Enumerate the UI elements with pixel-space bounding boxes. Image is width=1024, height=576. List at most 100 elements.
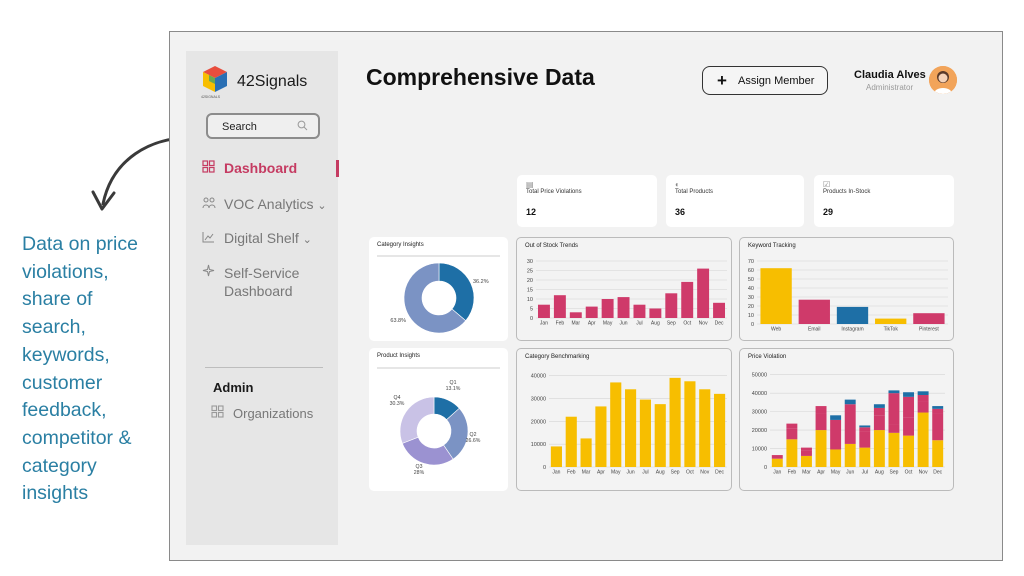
x-tick-label: Instagram bbox=[841, 327, 863, 333]
y-tick-label: 30 bbox=[748, 295, 754, 301]
kpi-label: Products In-Stock bbox=[823, 189, 871, 195]
sidebar-item-digital-shelf[interactable]: Digital Shelf ⌄ bbox=[202, 230, 312, 246]
y-tick-label: 0 bbox=[530, 316, 533, 322]
x-tick-label: Email bbox=[808, 327, 821, 333]
bar-segment bbox=[830, 415, 842, 420]
slice-label: 63.8% bbox=[390, 318, 406, 324]
y-tick-label: 30000 bbox=[531, 396, 546, 402]
x-tick-label: Jul bbox=[636, 321, 642, 327]
y-tick-label: 20000 bbox=[752, 428, 767, 434]
bar bbox=[610, 382, 622, 467]
bar-segment bbox=[786, 423, 798, 429]
x-tick-label: May bbox=[611, 470, 621, 476]
x-tick-label: Nov bbox=[699, 321, 708, 327]
cart-icon: ▤ bbox=[526, 180, 534, 189]
bar bbox=[697, 268, 710, 318]
x-tick-label: Web bbox=[771, 327, 781, 333]
x-tick-label: Jul bbox=[862, 470, 868, 476]
annotation-line: feedback, bbox=[22, 399, 107, 422]
sidebar-divider bbox=[205, 367, 323, 368]
assign-member-button[interactable]: + Assign Member bbox=[702, 66, 828, 95]
chart-title: Category Insights bbox=[377, 242, 424, 248]
avatar[interactable] bbox=[929, 66, 957, 94]
sidebar-item-label: Self-Service bbox=[224, 265, 300, 281]
kpi-card-price-violations[interactable]: ▤ Total Price Violations 12 bbox=[517, 175, 657, 227]
slice-label: Q2 bbox=[470, 432, 477, 438]
user-role: Administrator bbox=[866, 83, 914, 92]
chart-title: Out of Stock Trends bbox=[525, 243, 579, 249]
y-tick-label: 70 bbox=[748, 259, 754, 265]
bar bbox=[654, 404, 666, 467]
bar-segment bbox=[917, 395, 929, 402]
y-tick-label: 0 bbox=[764, 465, 767, 471]
bar-segment bbox=[888, 432, 900, 467]
chart-title: Price Violation bbox=[748, 354, 787, 360]
bar-segment bbox=[873, 430, 885, 467]
annotation-line: violations, bbox=[22, 260, 109, 283]
brand-name: 42Signals bbox=[237, 73, 308, 90]
search-label: Search bbox=[222, 121, 257, 133]
kpi-label: Total Products bbox=[675, 189, 714, 195]
sidebar-item-organizations[interactable]: Organizations bbox=[211, 405, 313, 421]
slice-percent: 28% bbox=[414, 470, 425, 476]
search-input[interactable]: Search bbox=[206, 113, 320, 139]
bar-segment bbox=[903, 417, 915, 436]
x-tick-label: Apr bbox=[817, 470, 825, 476]
bar-segment bbox=[786, 439, 798, 467]
sidebar-item-label: Organizations bbox=[233, 406, 314, 421]
x-tick-label: Sep bbox=[671, 470, 680, 476]
sidebar-item-dashboard[interactable]: Dashboard bbox=[202, 160, 297, 176]
admin-heading: Admin bbox=[213, 380, 254, 395]
x-tick-label: May bbox=[831, 470, 841, 476]
y-tick-label: 40000 bbox=[531, 374, 546, 380]
x-tick-label: TikTok bbox=[884, 327, 899, 333]
user-name: Claudia Alves bbox=[854, 69, 926, 81]
bar-segment bbox=[859, 425, 871, 428]
plus-icon: + bbox=[717, 71, 727, 90]
y-tick-label: 15 bbox=[527, 288, 533, 294]
kpi-card-products-in-stock[interactable]: ☑ Products In-Stock 29 bbox=[814, 175, 954, 227]
bar-segment bbox=[932, 408, 944, 414]
bar-segment bbox=[830, 431, 842, 450]
x-tick-label: Oct bbox=[686, 470, 694, 476]
sidebar-item-voc-analytics[interactable]: VOC Analytics ⌄ bbox=[202, 196, 327, 212]
bar-segment bbox=[903, 392, 915, 397]
x-tick-label: Jul bbox=[642, 470, 648, 476]
slice-label: Q3 bbox=[416, 464, 423, 470]
chevron-down-icon: ⌄ bbox=[317, 200, 327, 212]
cube-logo-icon: 42SIGNALS bbox=[201, 66, 227, 99]
bar-segment bbox=[932, 406, 944, 409]
bar-segment bbox=[873, 404, 885, 408]
y-tick-label: 30000 bbox=[752, 410, 767, 416]
bar bbox=[550, 446, 562, 467]
svg-text:42SIGNALS: 42SIGNALS bbox=[201, 95, 221, 99]
donut-slice bbox=[403, 262, 467, 334]
annotation-line: share of bbox=[22, 288, 93, 311]
slice-label: Q4 bbox=[394, 395, 401, 401]
bar-segment bbox=[844, 404, 856, 419]
kpi-card-total-products[interactable]: ◐ Total Products 36 bbox=[666, 175, 804, 227]
bar-segment bbox=[888, 390, 900, 394]
assign-member-label: Assign Member bbox=[738, 75, 815, 87]
y-tick-label: 60 bbox=[748, 268, 754, 274]
y-tick-label: 30 bbox=[527, 259, 533, 265]
x-tick-label: Nov bbox=[919, 470, 928, 476]
bar bbox=[684, 381, 696, 467]
bar-segment bbox=[932, 413, 944, 441]
bar bbox=[681, 281, 694, 318]
donut-slice bbox=[401, 436, 454, 466]
x-tick-label: Aug bbox=[875, 470, 884, 476]
bar bbox=[553, 295, 566, 318]
price-violation-chart: 0 10000 20000 30000 40000 50000 Jan Feb Mar Apr Ma… bbox=[752, 373, 945, 476]
bar bbox=[569, 312, 582, 318]
slice-label: Q1 bbox=[450, 380, 457, 386]
slice-percent: 26.6% bbox=[466, 438, 481, 444]
x-tick-label: Aug bbox=[656, 470, 665, 476]
bar-segment bbox=[800, 455, 812, 467]
kpi-label: Total Price Violations bbox=[526, 189, 582, 195]
category-benchmarking-chart: 0 10000 20000 30000 40000 Jan Feb Mar Apr May Jun J… bbox=[531, 374, 727, 476]
sidebar-item-label: Dashboard bbox=[224, 160, 298, 176]
sidebar-item-self-service[interactable]: Self-Service Dashboard bbox=[202, 264, 299, 300]
bar-segment bbox=[815, 413, 827, 431]
